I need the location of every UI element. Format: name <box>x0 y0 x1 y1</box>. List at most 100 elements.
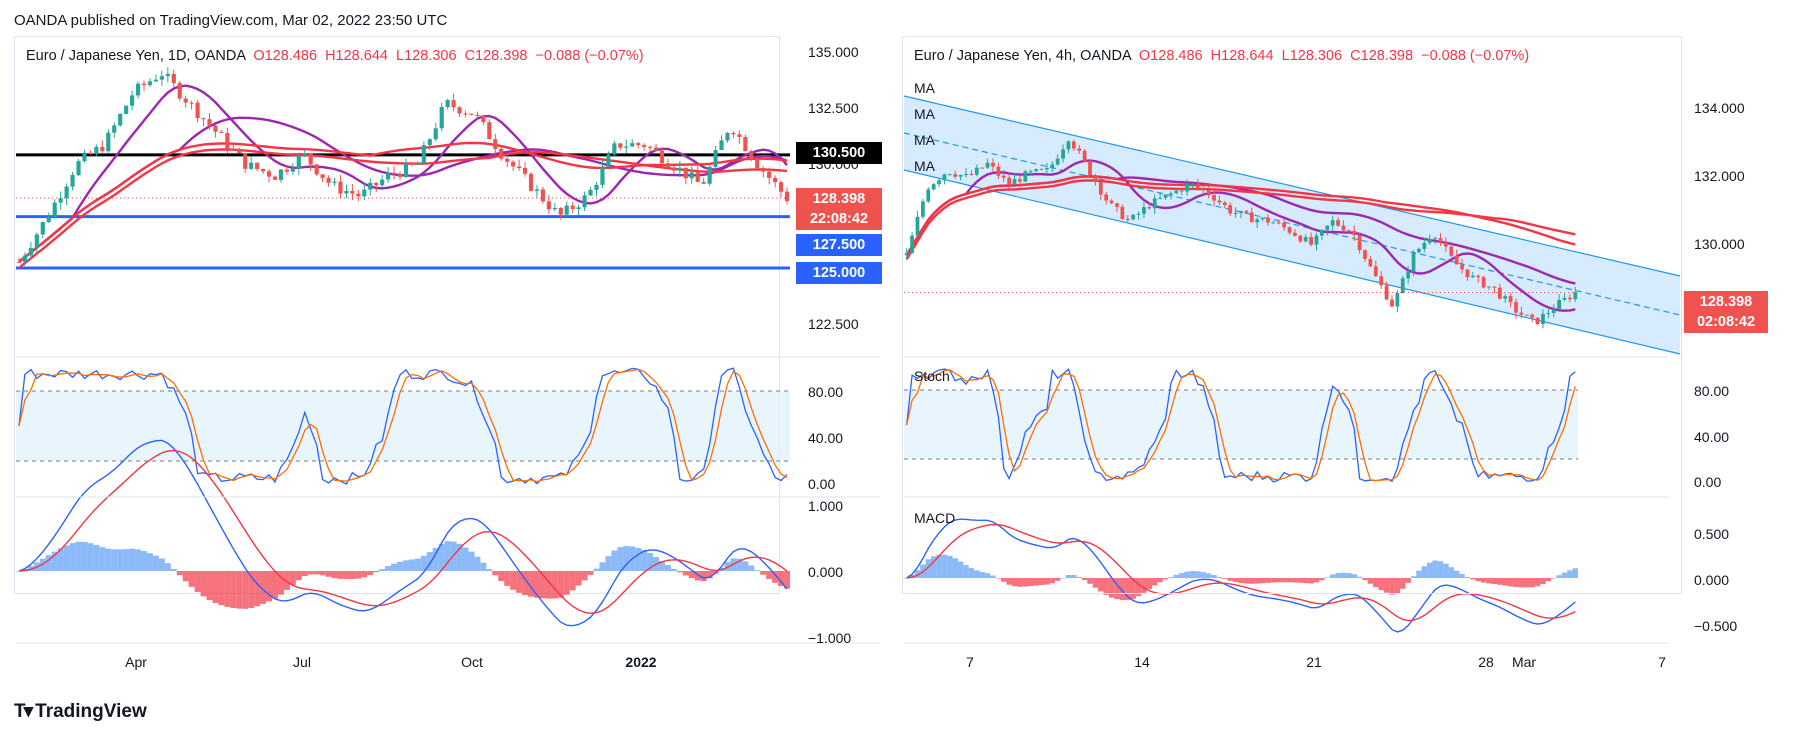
candle-body <box>749 151 754 160</box>
candle-body <box>46 217 51 222</box>
candle-body <box>606 154 611 167</box>
left-open: O128.486 <box>253 48 318 64</box>
candle-body <box>124 105 129 114</box>
candle-body <box>1233 213 1238 215</box>
macd-histogram-bar <box>1443 563 1449 578</box>
tradingview-logo[interactable]: T▾ TradingView <box>14 700 147 723</box>
macd-histogram-bar <box>659 561 665 571</box>
candle-body <box>755 159 760 169</box>
macd-histogram-bar <box>1400 578 1406 589</box>
candle-body <box>576 207 581 210</box>
macd-histogram-bar <box>784 571 790 589</box>
macd-histogram-bar <box>141 551 147 571</box>
candle-body <box>266 171 272 177</box>
macd-histogram-bar <box>1551 578 1557 579</box>
macd-histogram-bar <box>283 571 290 590</box>
macd-histogram-bar <box>1270 578 1277 583</box>
right-macd-label: −0.500 <box>1694 618 1738 634</box>
macd-histogram-bar <box>952 558 958 578</box>
macd-histogram-bar <box>1006 578 1012 585</box>
candle-body <box>671 167 676 171</box>
macd-histogram-bar <box>1060 577 1066 579</box>
candle-body <box>942 174 947 181</box>
candle-body <box>487 122 492 140</box>
candle-body <box>374 182 379 186</box>
macd-histogram-bar <box>1243 578 1250 584</box>
macd-histogram-bar <box>528 571 534 597</box>
left-close: C128.398 <box>464 48 528 64</box>
macd-histogram-bar <box>45 555 52 571</box>
candle-body <box>1551 309 1556 313</box>
trend-channel-upper <box>903 95 1681 277</box>
candle-body <box>996 166 1001 176</box>
macd-histogram-bar <box>432 547 439 571</box>
macd-histogram-bar <box>947 555 953 578</box>
macd-histogram-bar <box>1448 567 1454 578</box>
candle-body <box>1142 207 1146 214</box>
candle-body <box>391 172 397 175</box>
moving-average-line <box>18 148 788 269</box>
candle-body <box>1535 317 1540 325</box>
candle-body <box>1190 183 1195 185</box>
macd-histogram-bar <box>1427 562 1433 578</box>
macd-histogram-bar <box>664 565 671 571</box>
candle-body <box>326 178 331 183</box>
candle-body <box>278 169 284 180</box>
macd-histogram-bar <box>123 549 130 571</box>
candle-body <box>88 152 93 155</box>
candle-body <box>1497 287 1502 299</box>
candle-body <box>499 148 504 159</box>
macd-histogram-bar <box>1292 578 1298 583</box>
candle-body <box>118 113 123 126</box>
candle-body <box>344 190 349 194</box>
macd-histogram-bar <box>414 558 421 571</box>
macd-histogram-bar <box>63 545 70 571</box>
candle-body <box>784 191 790 202</box>
macd-histogram-bar <box>694 571 701 581</box>
macd-histogram-bar <box>706 571 713 579</box>
macd-histogram-bar <box>1324 577 1330 578</box>
candle-body <box>243 153 248 169</box>
right-high: H128.644 <box>1210 48 1274 64</box>
macd-histogram-bar <box>474 556 481 571</box>
candle-body <box>1363 250 1367 259</box>
left-x-label: 2022 <box>625 654 657 670</box>
macd-histogram-bar <box>1076 576 1082 578</box>
candle-body <box>1222 202 1227 206</box>
stoch-k-line <box>906 368 1576 483</box>
candle-body <box>261 169 266 172</box>
candle-body <box>534 189 540 191</box>
right-ma-label: MA <box>914 158 935 174</box>
right-price-label: 132.000 <box>1694 168 1745 184</box>
candle-body <box>1503 296 1508 299</box>
candle-body <box>1346 230 1351 232</box>
macd-histogram-bar <box>349 571 356 579</box>
right-low: L128.306 <box>1281 48 1343 64</box>
candle-body <box>1260 217 1265 220</box>
macd-histogram-bar <box>272 571 278 599</box>
candle-body <box>1422 242 1427 249</box>
candle-body <box>991 162 995 167</box>
candle-body <box>237 148 242 154</box>
candle-body <box>457 107 462 114</box>
macd-histogram-bar <box>111 549 118 571</box>
candle-body <box>1012 179 1017 185</box>
candle-body <box>546 201 551 210</box>
macd-histogram-bar <box>1410 576 1417 578</box>
stoch-band <box>16 391 790 461</box>
macd-histogram-bar <box>522 571 529 596</box>
macd-histogram-bar <box>1303 578 1309 584</box>
candle-body <box>22 255 28 262</box>
candle-body <box>1282 222 1287 228</box>
right-ma-label: MA <box>914 106 935 122</box>
macd-histogram-bar <box>647 553 654 571</box>
macd-histogram-bar <box>1470 578 1476 580</box>
candle-body <box>1400 278 1405 294</box>
macd-histogram-bar <box>426 552 433 571</box>
candle-body <box>1287 227 1292 233</box>
candle-body <box>100 146 105 152</box>
macd-histogram-bar <box>480 562 487 571</box>
stoch-d-line <box>18 368 788 483</box>
candle-body <box>34 234 39 249</box>
